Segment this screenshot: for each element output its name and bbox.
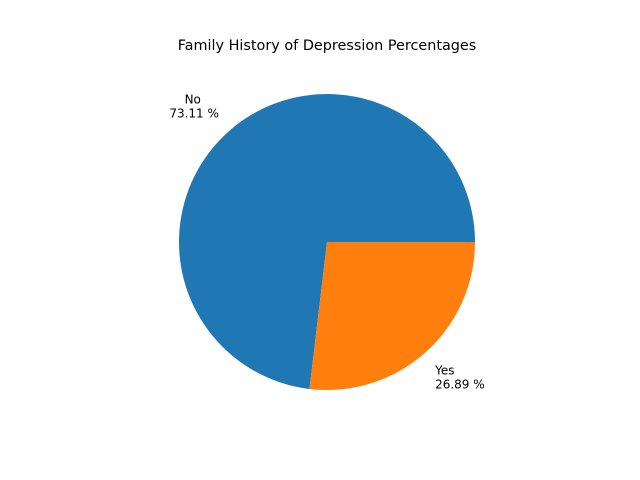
pie-label-no: No 73.11 % xyxy=(169,92,219,120)
pie-labels: No 73.11 % Yes 26.89 % xyxy=(169,92,484,391)
pie-label-yes: Yes 26.89 % xyxy=(434,364,485,392)
chart-title: Family History of Depression Percentages xyxy=(178,38,477,54)
pie-slices xyxy=(178,94,475,390)
pie-label-name: No xyxy=(185,92,201,106)
pie-slice-no xyxy=(178,94,475,389)
pie-label-percent: 26.89 % xyxy=(435,378,485,392)
pie-label-percent: 73.11 % xyxy=(169,106,219,120)
pie-label-name: Yes xyxy=(434,364,454,378)
pie-slice-yes xyxy=(309,242,475,390)
